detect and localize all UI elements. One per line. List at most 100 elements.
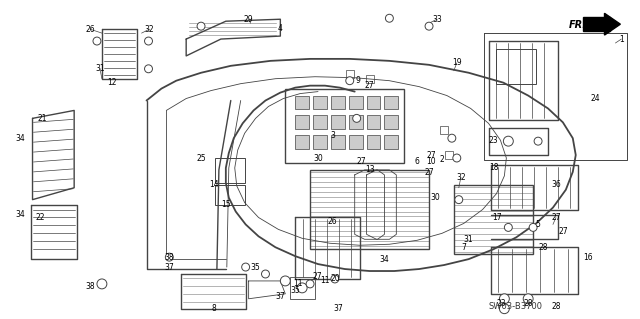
- Text: 34: 34: [380, 255, 389, 263]
- Text: 7: 7: [461, 243, 466, 252]
- Text: 5: 5: [536, 220, 541, 229]
- Circle shape: [524, 294, 533, 304]
- Text: 30: 30: [430, 193, 440, 202]
- Circle shape: [197, 22, 205, 30]
- Circle shape: [242, 263, 250, 271]
- Circle shape: [504, 223, 512, 231]
- Circle shape: [529, 223, 537, 231]
- Text: 27: 27: [551, 213, 561, 222]
- Circle shape: [280, 276, 291, 286]
- Bar: [285, 89, 404, 163]
- Text: 35: 35: [251, 263, 260, 271]
- Text: 37: 37: [333, 304, 342, 313]
- Bar: [385, 115, 398, 129]
- Circle shape: [385, 14, 394, 22]
- Text: 12: 12: [107, 78, 116, 87]
- Bar: [349, 96, 363, 109]
- Circle shape: [455, 196, 463, 204]
- Text: 32: 32: [145, 25, 154, 33]
- Bar: [295, 96, 309, 109]
- Bar: [310, 170, 429, 249]
- Text: 34: 34: [16, 134, 26, 143]
- Bar: [497, 49, 536, 84]
- Text: 23: 23: [497, 299, 506, 308]
- Bar: [365, 75, 374, 83]
- Bar: [313, 96, 327, 109]
- Text: 26: 26: [85, 25, 95, 33]
- Text: 31: 31: [464, 235, 474, 244]
- Circle shape: [331, 275, 339, 283]
- Bar: [454, 185, 533, 254]
- Text: 36: 36: [551, 180, 561, 189]
- Circle shape: [145, 37, 152, 45]
- Text: 2: 2: [440, 155, 444, 165]
- Text: 17: 17: [493, 213, 502, 222]
- Circle shape: [97, 279, 107, 289]
- Text: 3: 3: [330, 131, 335, 140]
- Bar: [346, 70, 354, 78]
- Circle shape: [448, 134, 456, 142]
- Text: 23: 23: [489, 136, 499, 145]
- Bar: [445, 151, 453, 159]
- Bar: [331, 96, 345, 109]
- Text: 28: 28: [538, 243, 548, 252]
- Text: FR.: FR.: [569, 20, 587, 30]
- Circle shape: [145, 65, 152, 73]
- Polygon shape: [582, 17, 611, 31]
- Text: 13: 13: [365, 166, 374, 174]
- Text: 27: 27: [426, 151, 436, 160]
- Circle shape: [297, 283, 307, 293]
- Bar: [291, 277, 315, 299]
- Text: 4: 4: [278, 24, 283, 33]
- Bar: [331, 135, 345, 149]
- Circle shape: [165, 253, 173, 261]
- Bar: [295, 135, 309, 149]
- Text: 18: 18: [489, 163, 498, 173]
- Text: 10: 10: [426, 158, 436, 167]
- Text: 30: 30: [313, 153, 323, 162]
- Text: 27: 27: [357, 158, 367, 167]
- Text: 15: 15: [221, 200, 230, 209]
- Text: 37: 37: [164, 263, 174, 271]
- Circle shape: [346, 77, 354, 85]
- Circle shape: [499, 304, 509, 314]
- Text: 37: 37: [275, 292, 285, 301]
- Text: 33: 33: [432, 15, 442, 24]
- Text: 27: 27: [365, 81, 374, 90]
- Text: 11: 11: [320, 277, 330, 286]
- Text: 6: 6: [415, 158, 420, 167]
- Circle shape: [93, 37, 101, 45]
- Bar: [295, 115, 309, 129]
- Text: 28: 28: [551, 302, 561, 311]
- Text: 27: 27: [424, 168, 434, 177]
- Bar: [215, 158, 244, 183]
- Bar: [367, 96, 380, 109]
- Text: 22: 22: [36, 213, 45, 222]
- Polygon shape: [605, 13, 620, 35]
- Bar: [385, 96, 398, 109]
- Text: 16: 16: [583, 253, 593, 262]
- Text: 27: 27: [312, 272, 322, 281]
- Text: 26: 26: [327, 217, 337, 226]
- Bar: [367, 135, 380, 149]
- Circle shape: [453, 154, 461, 162]
- Text: 27: 27: [558, 227, 568, 236]
- Bar: [440, 126, 448, 134]
- Text: 14: 14: [209, 180, 219, 189]
- Text: 34: 34: [16, 210, 26, 219]
- Bar: [367, 115, 380, 129]
- Text: 19: 19: [452, 58, 461, 67]
- Text: 31: 31: [95, 64, 105, 73]
- Text: 1: 1: [619, 34, 624, 44]
- Circle shape: [262, 270, 269, 278]
- Text: 11: 11: [294, 279, 303, 288]
- Bar: [331, 115, 345, 129]
- Circle shape: [353, 115, 361, 122]
- Text: 32: 32: [456, 173, 465, 182]
- Text: 28: 28: [524, 299, 533, 308]
- Text: 29: 29: [244, 15, 253, 24]
- Text: 9: 9: [355, 76, 360, 85]
- Bar: [313, 135, 327, 149]
- Text: SW03-B3700: SW03-B3700: [488, 302, 543, 311]
- Circle shape: [504, 136, 513, 146]
